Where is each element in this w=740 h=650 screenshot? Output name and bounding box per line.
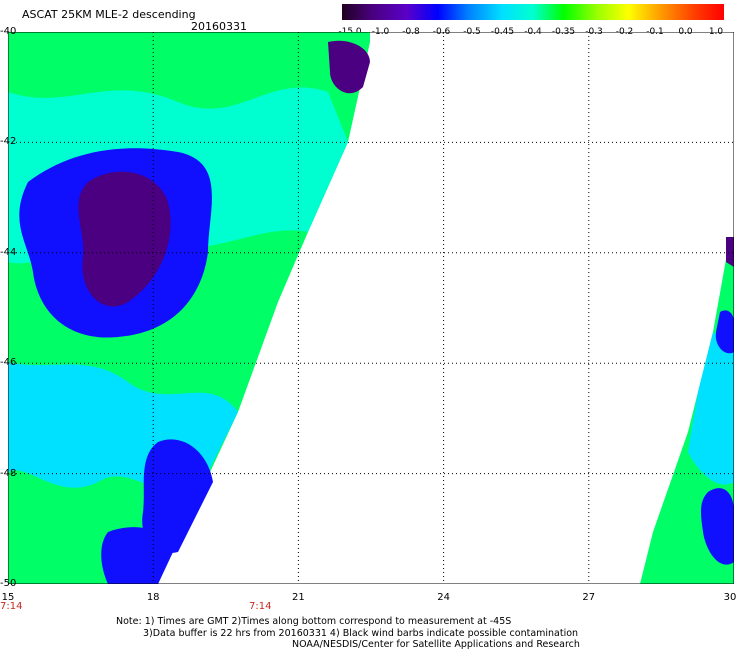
chart-title: ASCAT 25KM MLE-2 descending <box>22 8 196 21</box>
swath-east-blue2 <box>715 310 734 354</box>
swath-east-purple <box>726 237 734 267</box>
swath-west-blue3 <box>101 527 173 584</box>
wind-map <box>8 32 734 584</box>
note-line-2: 3)Data buffer is 22 hrs from 20160331 4)… <box>143 628 579 639</box>
lon-label: 15 <box>1 592 15 603</box>
colorbar <box>342 4 724 20</box>
time-label-mid: 7:14 <box>249 601 272 612</box>
lon-label: 24 <box>437 592 450 603</box>
lat-label: -42 <box>0 136 17 148</box>
note-line-3: NOAA/NESDIS/Center for Satellite Applica… <box>292 639 580 650</box>
swath-east-blue <box>700 488 734 565</box>
swath-west-purple2 <box>328 40 370 94</box>
lat-label: -46 <box>0 357 17 369</box>
chart-date: 20160331 <box>191 20 247 33</box>
lon-label: 18 <box>146 592 160 603</box>
lon-label: 30 <box>723 592 737 603</box>
lat-label: -50 <box>0 578 17 589</box>
swath-east-cyan <box>688 332 734 485</box>
lon-label: 21 <box>292 592 305 603</box>
lat-label: -48 <box>0 467 17 479</box>
note-line-1: Note: 1) Times are GMT 2)Times along bot… <box>116 616 512 627</box>
swath-west-purple <box>78 171 171 307</box>
swath-west-blue2 <box>142 439 213 553</box>
map-gridlines <box>8 32 734 584</box>
lat-label: -44 <box>0 246 17 258</box>
time-label-left: 7:14 <box>0 601 23 612</box>
lon-label: 27 <box>582 592 596 603</box>
lat-label: -40 <box>0 26 17 37</box>
